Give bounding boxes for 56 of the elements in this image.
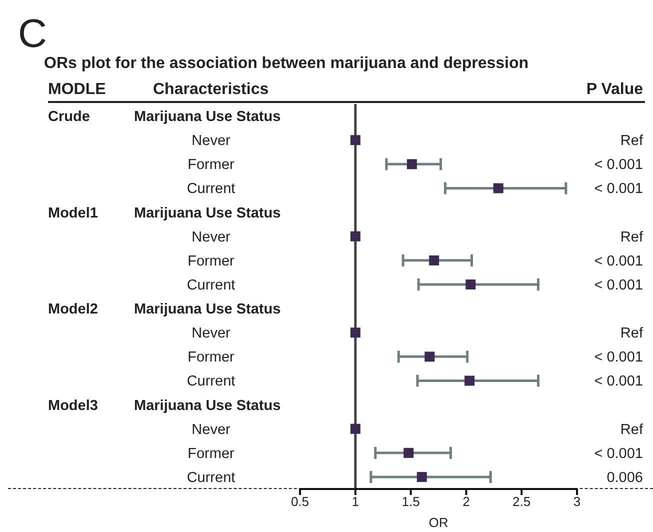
text: Ref: [620, 422, 644, 438]
y-tick-label: Never: [192, 326, 231, 342]
point: [493, 183, 504, 194]
y-tick-label: Former: [188, 350, 235, 366]
text: 0.006: [606, 470, 643, 486]
text: Crude: [48, 109, 90, 126]
text: < 0.001: [594, 157, 643, 174]
text: C: [18, 12, 47, 56]
text: Ref: [620, 133, 644, 150]
text: Model3: [48, 398, 98, 414]
y-tick-label: Marijuana Use Status: [134, 398, 281, 414]
point: [350, 135, 360, 146]
text: < 0.001: [594, 253, 643, 270]
point: [416, 472, 427, 482]
text: P Value: [586, 81, 643, 98]
text: < 0.001: [594, 181, 643, 198]
text: Ref: [620, 326, 644, 342]
point: [404, 448, 414, 458]
y-tick-label: Current: [186, 374, 236, 390]
text: Model1: [48, 205, 98, 222]
x-tick-label: 1.5: [402, 494, 420, 510]
y-tick-label: Former: [188, 253, 235, 270]
x-axis-title: OR: [428, 515, 448, 530]
text: Ref: [620, 229, 644, 246]
y-tick-label: Current: [186, 277, 236, 294]
point: [424, 352, 435, 362]
y-tick-label: Marijuana Use Status: [134, 109, 281, 126]
x-tick-label: 3: [573, 494, 581, 510]
x-tick-label: 0.5: [290, 494, 310, 510]
y-tick-label: Never: [192, 422, 231, 438]
y-tick-label: Current: [186, 470, 236, 486]
x-tick-label: 2: [462, 494, 470, 510]
text: < 0.001: [594, 350, 643, 366]
y-tick-label: Current: [186, 181, 236, 198]
text: < 0.001: [594, 374, 643, 390]
y-tick-label: Marijuana Use Status: [134, 302, 281, 318]
y-tick-label: Never: [192, 133, 231, 150]
y-tick-label: Former: [188, 157, 235, 174]
text: MODLE: [48, 81, 106, 98]
point: [466, 279, 476, 290]
x-tick-label: 2.5: [512, 494, 531, 510]
x-tick-label: 1: [352, 494, 360, 510]
point: [350, 424, 360, 434]
y-tick-label: Former: [188, 446, 235, 462]
point: [464, 376, 475, 386]
point: [406, 159, 417, 170]
y-tick-label: Never: [192, 229, 231, 246]
y-tick-label: Marijuana Use Status: [134, 205, 281, 222]
point: [429, 255, 440, 266]
point: [350, 231, 360, 242]
text: < 0.001: [594, 446, 643, 462]
text: Characteristics: [153, 81, 269, 98]
text: < 0.001: [594, 277, 643, 294]
text: Model2: [48, 302, 98, 318]
chart-title: ORs plot for the association between marijuana and depression: [44, 55, 529, 72]
point: [350, 328, 360, 338]
